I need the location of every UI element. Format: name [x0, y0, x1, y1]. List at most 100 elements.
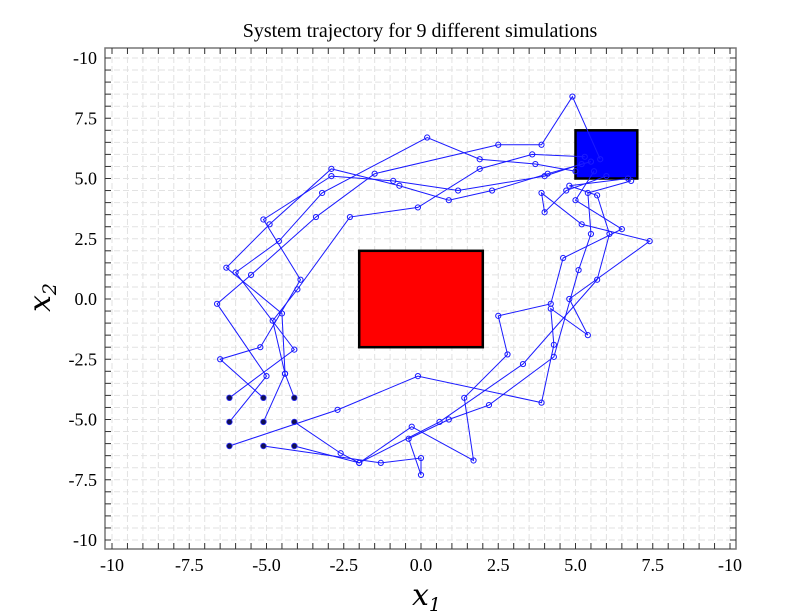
trajectory-point — [260, 216, 267, 223]
trajectory-point — [294, 286, 301, 293]
trajectory-point — [606, 230, 613, 238]
trajectory-point — [572, 168, 579, 175]
trajectory-7 — [226, 172, 653, 450]
trajectory-3 — [223, 158, 595, 402]
trajectory-point — [454, 187, 462, 194]
x-tick-labels: -10 -7.5 -5.0 -2.5 0.0 2.5 5.0 7.5 -10 — [100, 555, 742, 575]
trajectory-point — [581, 153, 588, 160]
y-tick-label: -10 — [73, 48, 97, 68]
trajectory-point — [597, 156, 604, 163]
trajectory-line — [262, 153, 585, 423]
trajectory-point — [538, 141, 545, 148]
trajectory-point — [476, 156, 483, 163]
trajectory-point — [504, 351, 511, 358]
trajectory-line — [263, 180, 632, 476]
trajectory-point — [213, 300, 221, 307]
trajectory-point — [541, 209, 548, 216]
trajectory-point — [319, 189, 326, 197]
obstacle-region — [357, 249, 485, 349]
y-tick-label: -7.5 — [69, 470, 98, 490]
trajectory-point — [269, 317, 276, 324]
trajectory-point — [590, 168, 598, 175]
y-tick-label: 2.5 — [75, 229, 98, 249]
trajectory-9 — [291, 175, 632, 466]
trajectory-point — [495, 312, 502, 319]
trajectory-point — [263, 373, 270, 380]
y-axis-label: x2 — [23, 283, 61, 312]
trajectory-point — [550, 353, 557, 360]
trajectory-line — [225, 161, 592, 398]
trajectory-point — [495, 141, 502, 148]
trajectory-8 — [260, 177, 635, 479]
trajectory-line — [294, 178, 629, 464]
trajectory-point — [569, 93, 576, 100]
trajectory-point — [414, 204, 422, 211]
x-tick-label: -10 — [100, 555, 124, 575]
y-tick-label: 0.0 — [75, 289, 98, 309]
trajectory-point — [547, 305, 554, 312]
x-tick-label: -7.5 — [175, 555, 204, 575]
trajectory-point — [485, 401, 493, 409]
trajectory-point — [396, 182, 403, 189]
start-point — [260, 394, 267, 402]
x-tick-label: 2.5 — [487, 555, 510, 575]
trajectory-point — [346, 213, 354, 221]
start-point — [226, 442, 233, 450]
trajectory-point — [424, 134, 431, 141]
y-tick-labels: -10 7.5 5.0 2.5 0.0 -2.5 -5.0 -7.5 -10 — [69, 48, 98, 550]
trajectory-point — [476, 165, 483, 172]
trajectory-point — [390, 177, 397, 185]
trajectory-point — [436, 418, 443, 426]
trajectory-point — [417, 454, 425, 462]
trajectory-point — [488, 187, 496, 194]
trajectory-point — [584, 332, 591, 339]
trajectory-point — [646, 238, 653, 245]
start-point — [226, 394, 233, 402]
trajectory-point — [594, 192, 601, 199]
start-point — [291, 394, 298, 402]
trajectory-point — [445, 416, 452, 423]
trajectory-point — [575, 266, 582, 274]
trajectory-point — [603, 172, 610, 180]
trajectory-point — [371, 170, 378, 177]
trajectory-line — [229, 175, 651, 447]
trajectory-point — [532, 160, 539, 168]
trajectory-point — [414, 373, 422, 380]
trajectory-point — [538, 189, 545, 197]
axes-frame — [104, 47, 737, 550]
trajectory-point — [278, 310, 286, 317]
trajectory-point — [417, 471, 425, 479]
trajectory-point — [624, 175, 632, 182]
trajectory-point — [297, 276, 304, 283]
y-tick-label: -2.5 — [69, 349, 98, 369]
trajectory-4 — [213, 93, 604, 426]
start-point — [226, 418, 233, 426]
trajectory-point — [578, 221, 585, 228]
trajectory-point — [587, 158, 595, 165]
x-axis-label: x1 — [412, 578, 441, 611]
trajectory-point — [538, 399, 545, 406]
start-point — [260, 418, 267, 426]
trajectory-point — [217, 356, 224, 363]
trajectory-point — [566, 182, 573, 189]
trajectory-point — [594, 276, 601, 283]
trajectory-point — [587, 230, 595, 238]
trajectory-point — [408, 423, 415, 430]
y-tick-label: 5.0 — [75, 169, 98, 189]
trajectory-point — [328, 172, 335, 180]
trajectory-point — [356, 459, 363, 466]
x-tick-label: -5.0 — [252, 555, 281, 575]
trajectories — [213, 93, 653, 479]
trajectory-point — [578, 160, 585, 168]
regions — [357, 129, 639, 349]
trajectory-point — [337, 450, 344, 457]
y-tick-label: -5.0 — [69, 410, 98, 430]
trajectory-point — [377, 459, 384, 466]
trajectory-point — [519, 360, 527, 368]
trajectory-point — [281, 370, 289, 377]
trajectory-point — [223, 264, 230, 271]
trajectory-point — [257, 344, 264, 351]
x-tick-label: -2.5 — [330, 555, 359, 575]
trajectory-point — [291, 346, 298, 353]
